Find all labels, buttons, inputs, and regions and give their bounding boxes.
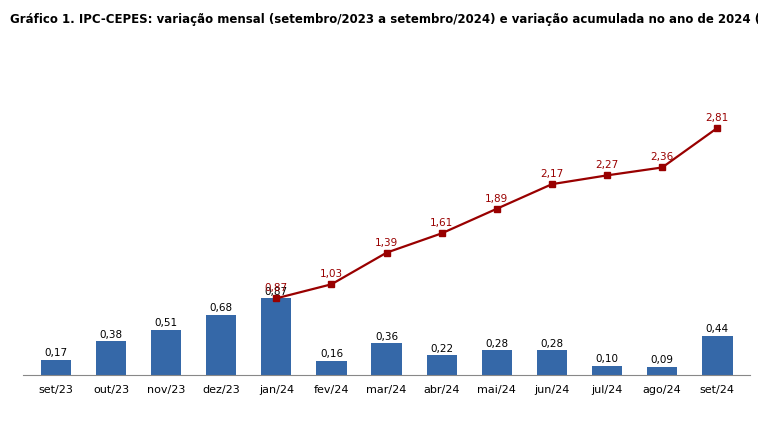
Bar [427, 356, 457, 375]
Bar [592, 366, 622, 375]
Text: 1,61: 1,61 [430, 218, 453, 227]
Text: 0,09: 0,09 [650, 354, 674, 364]
Text: 0,16: 0,16 [320, 348, 343, 358]
Text: 2,36: 2,36 [650, 152, 674, 162]
Text: 0,87: 0,87 [265, 286, 288, 296]
Bar [206, 315, 236, 375]
Text: 0,10: 0,10 [596, 354, 619, 363]
Text: 0,87: 0,87 [265, 282, 288, 293]
Bar [262, 299, 292, 375]
Text: 2,81: 2,81 [706, 112, 729, 123]
Bar [96, 342, 126, 375]
Text: 0,68: 0,68 [210, 303, 233, 313]
Text: 0,51: 0,51 [155, 317, 177, 328]
Text: 1,89: 1,89 [485, 193, 509, 203]
Text: 1,39: 1,39 [375, 237, 398, 247]
Bar [371, 343, 402, 375]
Bar [151, 330, 181, 375]
Text: 0,17: 0,17 [44, 347, 67, 357]
Bar [481, 350, 512, 375]
Text: 0,38: 0,38 [99, 329, 123, 339]
Text: 0,28: 0,28 [540, 338, 563, 348]
Text: 2,27: 2,27 [596, 160, 619, 170]
Text: 0,44: 0,44 [706, 324, 729, 334]
Bar [41, 360, 71, 375]
Text: 0,36: 0,36 [375, 331, 398, 341]
Bar [537, 350, 567, 375]
Bar [702, 336, 732, 375]
Bar [316, 361, 346, 375]
Bar [647, 367, 678, 375]
Text: 0,22: 0,22 [430, 343, 453, 353]
Text: 2,17: 2,17 [540, 169, 564, 178]
Legend: Mensal, Acumulada no ano: Mensal, Acumulada no ano [281, 424, 492, 426]
Text: 0,28: 0,28 [485, 338, 509, 348]
Text: Gráfico 1. IPC-CEPES: variação mensal (setembro/2023 a setembro/2024) e variação: Gráfico 1. IPC-CEPES: variação mensal (s… [10, 13, 758, 26]
Text: 1,03: 1,03 [320, 268, 343, 279]
